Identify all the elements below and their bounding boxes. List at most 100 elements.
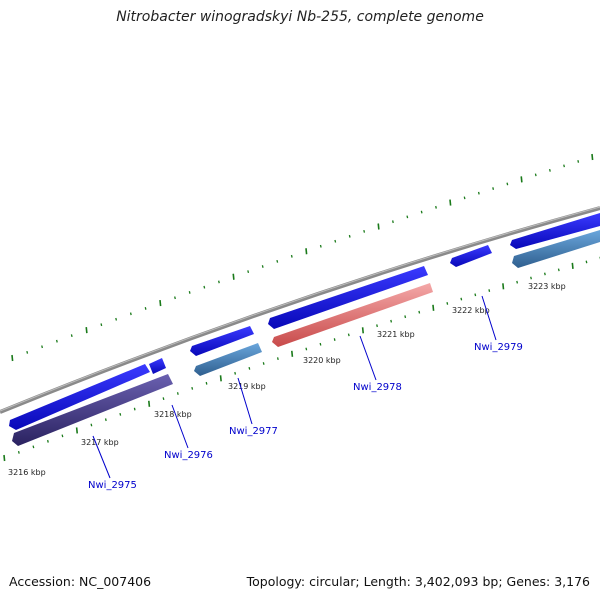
inner-tick-mark (585, 260, 588, 264)
outer-tick-mark (100, 323, 103, 327)
gene-arrow-2976-forward[interactable] (149, 358, 166, 374)
genome-backbone-highlight (0, 206, 600, 412)
inner-tick-mark (446, 302, 449, 305)
inner-tick-mark (319, 342, 322, 346)
gene-leader-line (92, 435, 111, 479)
gene-label-nwi-2976[interactable]: Nwi_2976 (164, 450, 213, 461)
outer-tick-mark (11, 354, 14, 362)
inner-tick-mark (376, 324, 378, 328)
inner-tick-mark (148, 400, 151, 407)
inner-tick-mark (488, 289, 491, 292)
inner-tick-mark (516, 280, 519, 284)
outer-tick-mark (247, 270, 250, 274)
inner-tick-mark (305, 347, 308, 351)
gene-leader-line (171, 404, 189, 449)
inner-tick-mark (418, 310, 421, 314)
inner-tick-mark (460, 297, 463, 301)
inner-tick-mark (262, 362, 265, 365)
inner-tick-mark (530, 276, 532, 280)
inner-tick-mark (205, 381, 208, 385)
outer-tick-mark (319, 244, 322, 248)
inner-tick-mark (219, 375, 222, 382)
outer-tick-mark (348, 234, 351, 238)
inner-tick-mark (404, 315, 407, 319)
outer-tick-mark (41, 345, 43, 349)
gene-block-2978[interactable] (272, 283, 433, 347)
accession-text: Accession: NC_007406 (9, 574, 152, 589)
outer-tick-mark (392, 220, 394, 224)
inner-tick-mark (119, 412, 122, 416)
inner-tick-mark (543, 272, 546, 276)
outer-tick-mark (449, 199, 452, 206)
outer-tick-mark (534, 173, 537, 177)
inner-tick-mark (361, 327, 365, 334)
inner-tick-mark (291, 350, 294, 357)
gene-label-nwi-2975[interactable]: Nwi_2975 (88, 480, 137, 491)
outer-tick-mark (477, 191, 480, 195)
tick-label: 3223 kbp (528, 282, 566, 291)
outer-tick-mark (144, 307, 147, 310)
genome-backbone (0, 206, 600, 414)
inner-tick-mark (3, 454, 6, 462)
inner-tick-mark (191, 386, 194, 390)
inner-tick-mark (90, 423, 93, 427)
outer-tick-mark (203, 285, 206, 289)
gene-block-2977[interactable] (194, 343, 262, 376)
outer-tick-mark (435, 205, 437, 209)
outer-tick-mark (506, 182, 509, 186)
gene-leader-line (359, 335, 377, 381)
inner-tick-mark (347, 333, 350, 337)
gene-arrow-2979-forward[interactable] (450, 245, 492, 267)
outer-tick-mark (334, 239, 337, 243)
outer-tick-mark (420, 210, 423, 214)
gene-label-nwi-2978[interactable]: Nwi_2978 (353, 382, 402, 393)
inner-tick-track (3, 256, 600, 462)
outer-tick-mark (218, 280, 220, 284)
outer-tick-track (11, 153, 594, 362)
outer-tick-mark (548, 168, 551, 172)
outer-tick-mark (174, 296, 176, 300)
gene-arrow-2977-forward[interactable] (190, 326, 254, 356)
outer-tick-mark (129, 312, 132, 316)
inner-tick-mark (32, 445, 35, 449)
inner-tick-mark (333, 338, 336, 341)
gene-block-next[interactable] (512, 230, 600, 268)
inner-tick-mark (133, 407, 136, 411)
outer-tick-mark (290, 254, 293, 258)
tick-label: 3216 kbp (8, 468, 46, 477)
inner-tick-mark (61, 434, 64, 438)
gene-leader-line (237, 377, 253, 425)
genome-summary-text: Topology: circular; Length: 3,402,093 bp… (246, 574, 590, 589)
gene-leader-line (481, 295, 497, 341)
tick-label: 3218 kbp (154, 410, 192, 419)
inner-tick-mark (75, 427, 79, 434)
tick-label: 3220 kbp (303, 356, 341, 365)
outer-tick-mark (115, 317, 118, 321)
tick-label: 3221 kbp (377, 330, 415, 339)
tick-label: 3217 kbp (81, 438, 119, 447)
gene-block-2975[interactable] (12, 374, 173, 446)
inner-tick-mark (276, 357, 279, 361)
gene-arrow-2975-forward[interactable] (9, 364, 150, 430)
inner-tick-mark (557, 268, 560, 272)
outer-tick-mark (363, 229, 366, 233)
inner-tick-mark (248, 366, 251, 370)
outer-tick-mark (305, 248, 308, 255)
inner-tick-mark (234, 371, 237, 375)
inner-tick-mark (104, 418, 107, 422)
outer-tick-mark (159, 299, 162, 307)
gene-arrow-2978-forward[interactable] (268, 266, 428, 329)
inner-tick-mark (390, 319, 393, 323)
inner-tick-mark (502, 283, 505, 290)
outer-tick-mark (563, 164, 565, 168)
gene-label-nwi-2979[interactable]: Nwi_2979 (474, 342, 523, 353)
outer-tick-mark (26, 350, 29, 354)
inner-tick-mark (432, 304, 435, 311)
outer-tick-mark (55, 339, 58, 343)
inner-tick-mark (474, 293, 477, 297)
inner-tick-mark (176, 392, 179, 395)
gene-label-nwi-2977[interactable]: Nwi_2977 (229, 426, 278, 437)
gene-arrow-next-forward[interactable] (510, 213, 600, 249)
outer-tick-mark (261, 265, 264, 268)
outer-tick-mark (577, 160, 580, 163)
